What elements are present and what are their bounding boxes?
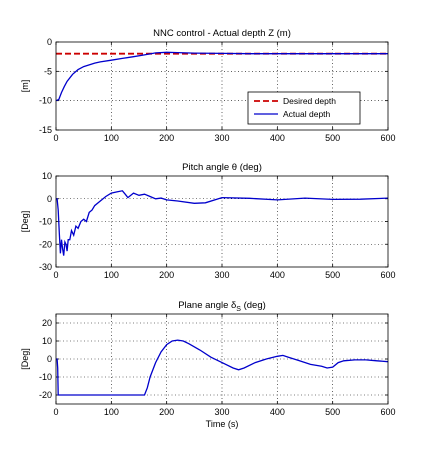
legend-box xyxy=(247,91,361,125)
x-tick-label: 300 xyxy=(214,407,229,417)
series-line-data-1 xyxy=(56,339,389,396)
x-tick-label: 400 xyxy=(270,407,285,417)
y-tick-label: 0 xyxy=(47,37,52,47)
legend-entry: Desired depth xyxy=(283,96,336,106)
x-tick-label: 200 xyxy=(159,407,174,417)
chart-title: NNC control - Actual depth Z (m) xyxy=(153,28,291,39)
series-line-actual-depth xyxy=(55,51,388,102)
x-tick-label: 100 xyxy=(104,407,119,417)
x-tick-label: 500 xyxy=(325,270,340,280)
x-tick-label: 0 xyxy=(53,133,58,143)
x-tick-label: 600 xyxy=(380,407,395,417)
x-tick-label: 100 xyxy=(104,133,119,143)
y-tick-label: -10 xyxy=(39,372,52,382)
legend-entry: Actual depth xyxy=(283,109,331,119)
x-tick-label: 600 xyxy=(380,270,395,280)
y-axis-label: [Deg] xyxy=(20,348,30,370)
y-axis-label: [Deg] xyxy=(20,211,30,233)
y-tick-label: -30 xyxy=(39,262,52,272)
x-axis-label: Time (s) xyxy=(206,419,239,429)
x-tick-label: 300 xyxy=(214,270,229,280)
axes-frame xyxy=(55,175,389,268)
series-line-data-1 xyxy=(56,190,389,256)
y-tick-label: -20 xyxy=(39,390,52,400)
y-tick-label: -15 xyxy=(39,125,52,135)
y-tick-label: 0 xyxy=(47,194,52,204)
y-tick-label: 0 xyxy=(47,354,52,364)
x-tick-label: 600 xyxy=(380,133,395,143)
chart-panel-1: 0 100 200 300 400 500 600 0 -5 -10 -15 NNC control … xyxy=(20,28,396,143)
x-tick-label: 400 xyxy=(270,133,285,143)
x-tick-label: 400 xyxy=(270,270,285,280)
y-tick-label: -20 xyxy=(39,239,52,249)
y-tick-label: -10 xyxy=(39,96,52,106)
x-tick-label: 100 xyxy=(104,270,119,280)
y-tick-label: 20 xyxy=(42,318,52,328)
x-tick-label: 200 xyxy=(159,270,174,280)
x-tick-label: 300 xyxy=(214,133,229,143)
chart-title: Plane angle δS (deg) xyxy=(178,300,266,313)
x-tick-label: 200 xyxy=(159,133,174,143)
y-axis-label: [m] xyxy=(20,80,30,93)
x-tick-label: 0 xyxy=(53,270,58,280)
x-tick-label: 0 xyxy=(53,407,58,417)
axes-frame xyxy=(55,313,389,405)
y-tick-label: -10 xyxy=(39,217,52,227)
x-tick-label: 500 xyxy=(325,407,340,417)
y-tick-label: 10 xyxy=(42,336,52,346)
axes-frame xyxy=(55,41,389,131)
x-tick-label: 500 xyxy=(325,133,340,143)
chart-title: Pitch angle θ (deg) xyxy=(182,162,262,173)
legend: Desired depth Actual depth xyxy=(247,91,361,125)
y-tick-label: -5 xyxy=(44,66,52,76)
y-tick-label: 10 xyxy=(42,171,52,181)
